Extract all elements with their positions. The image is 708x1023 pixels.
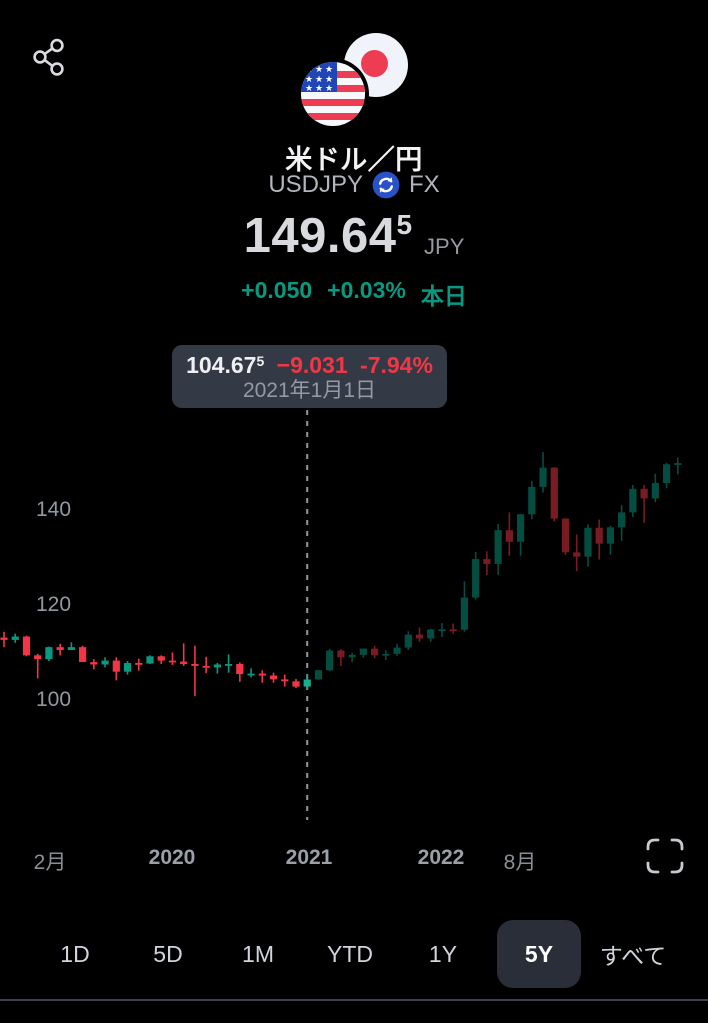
range-all[interactable]: すべて bbox=[599, 943, 667, 969]
range-selector: 1D 5D 1M YTD 1Y 5Y すべて bbox=[0, 918, 708, 990]
tooltip-date: 2021年1月1日 bbox=[242, 379, 377, 402]
y-axis-label: 120 bbox=[36, 593, 72, 616]
change-row: +0.050 +0.03% 本日 bbox=[0, 277, 708, 311]
market-label: FX bbox=[409, 171, 440, 198]
tooltip-change-absolute: −9.031 bbox=[276, 352, 348, 378]
svg-text:★: ★ bbox=[315, 65, 323, 75]
svg-text:★: ★ bbox=[325, 65, 333, 75]
svg-text:★: ★ bbox=[305, 84, 313, 94]
price-value: 149.64 bbox=[243, 209, 397, 263]
change-percent: +0.03% bbox=[327, 277, 406, 303]
svg-text:★: ★ bbox=[305, 75, 313, 85]
price-currency: JPY bbox=[424, 234, 465, 259]
svg-text:★: ★ bbox=[325, 75, 333, 85]
svg-text:★: ★ bbox=[325, 84, 333, 94]
range-1d[interactable]: 1D bbox=[60, 940, 90, 967]
x-axis-label: 2022 bbox=[417, 846, 465, 869]
range-ytd[interactable]: YTD bbox=[327, 940, 373, 967]
fullscreen-button[interactable] bbox=[644, 836, 686, 876]
page-title: 米ドル／円 bbox=[285, 145, 423, 175]
price-fraction: 5 bbox=[396, 209, 413, 240]
us-flag-icon: ★ ★ ★ ★ ★ ★ ★ ★ ★ bbox=[301, 62, 365, 126]
tooltip-price: 104.67 bbox=[186, 352, 257, 378]
range-1m[interactable]: 1M bbox=[242, 940, 274, 967]
share-button[interactable] bbox=[28, 36, 72, 80]
range-5d[interactable]: 5D bbox=[153, 940, 183, 967]
y-axis-label: 100 bbox=[36, 688, 72, 711]
tooltip-price-fraction: 5 bbox=[256, 353, 265, 369]
change-period: 本日 bbox=[420, 283, 467, 309]
fullscreen-icon bbox=[646, 838, 684, 874]
bottom-divider bbox=[0, 999, 708, 1001]
tooltip-change-percent: -7.94% bbox=[360, 352, 433, 378]
x-axis-label: 2020 bbox=[148, 846, 196, 869]
symbol-row: USDJPY FX bbox=[0, 171, 708, 199]
x-axis-label: 2月 bbox=[33, 851, 67, 874]
change-absolute: +0.050 bbox=[241, 277, 313, 303]
price-row: 149.64 5 JPY bbox=[0, 209, 708, 263]
currency-pair-flags: ★ ★ ★ ★ ★ ★ ★ ★ ★ bbox=[300, 28, 412, 134]
symbol-label: USDJPY bbox=[268, 171, 363, 198]
sync-arrows-icon bbox=[372, 171, 400, 199]
y-axis-label: 140 bbox=[36, 498, 72, 521]
x-axis-label: 2021 bbox=[285, 846, 333, 869]
svg-text:★: ★ bbox=[305, 65, 313, 75]
svg-text:★: ★ bbox=[315, 84, 323, 94]
svg-text:★: ★ bbox=[315, 75, 323, 85]
share-icon bbox=[33, 38, 64, 76]
range-5y-selected[interactable]: 5Y bbox=[497, 920, 581, 988]
crosshair-tooltip: 104.675 −9.031 -7.94% 2021年1月1日 bbox=[172, 345, 447, 408]
x-axis-label: 8月 bbox=[503, 851, 537, 874]
range-1y[interactable]: 1Y bbox=[428, 940, 458, 967]
